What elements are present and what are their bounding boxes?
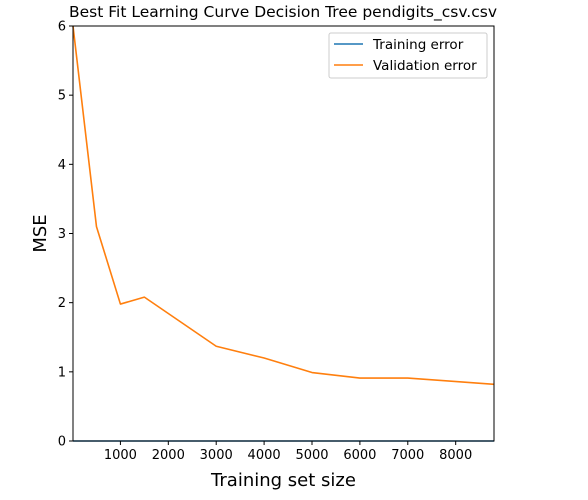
legend-label: Training error [372, 37, 464, 53]
x-tick-label: 3000 [200, 448, 233, 463]
x-tick-label: 7000 [391, 448, 424, 463]
y-tick-label: 6 [58, 20, 66, 35]
x-axis-label: Training set size [210, 470, 356, 491]
y-tick-label: 3 [58, 227, 66, 242]
x-tick-label: 4000 [248, 448, 281, 463]
y-tick-label: 4 [58, 158, 66, 173]
y-axis-label: MSE [30, 214, 51, 252]
plot-area [73, 26, 494, 441]
x-tick-label: 1000 [104, 448, 137, 463]
x-tick-label: 2000 [152, 448, 185, 463]
y-tick-label: 2 [58, 296, 66, 311]
legend-label: Validation error [373, 58, 477, 74]
chart-title: Best Fit Learning Curve Decision Tree pe… [69, 3, 497, 22]
x-tick-label: 5000 [295, 448, 328, 463]
y-tick-label: 1 [58, 365, 66, 380]
x-tick-label: 8000 [439, 448, 472, 463]
x-tick-label: 6000 [343, 448, 376, 463]
legend: Training error Validation error [329, 33, 487, 78]
y-tick-label: 5 [58, 89, 66, 104]
y-tick-label: 0 [58, 435, 66, 450]
